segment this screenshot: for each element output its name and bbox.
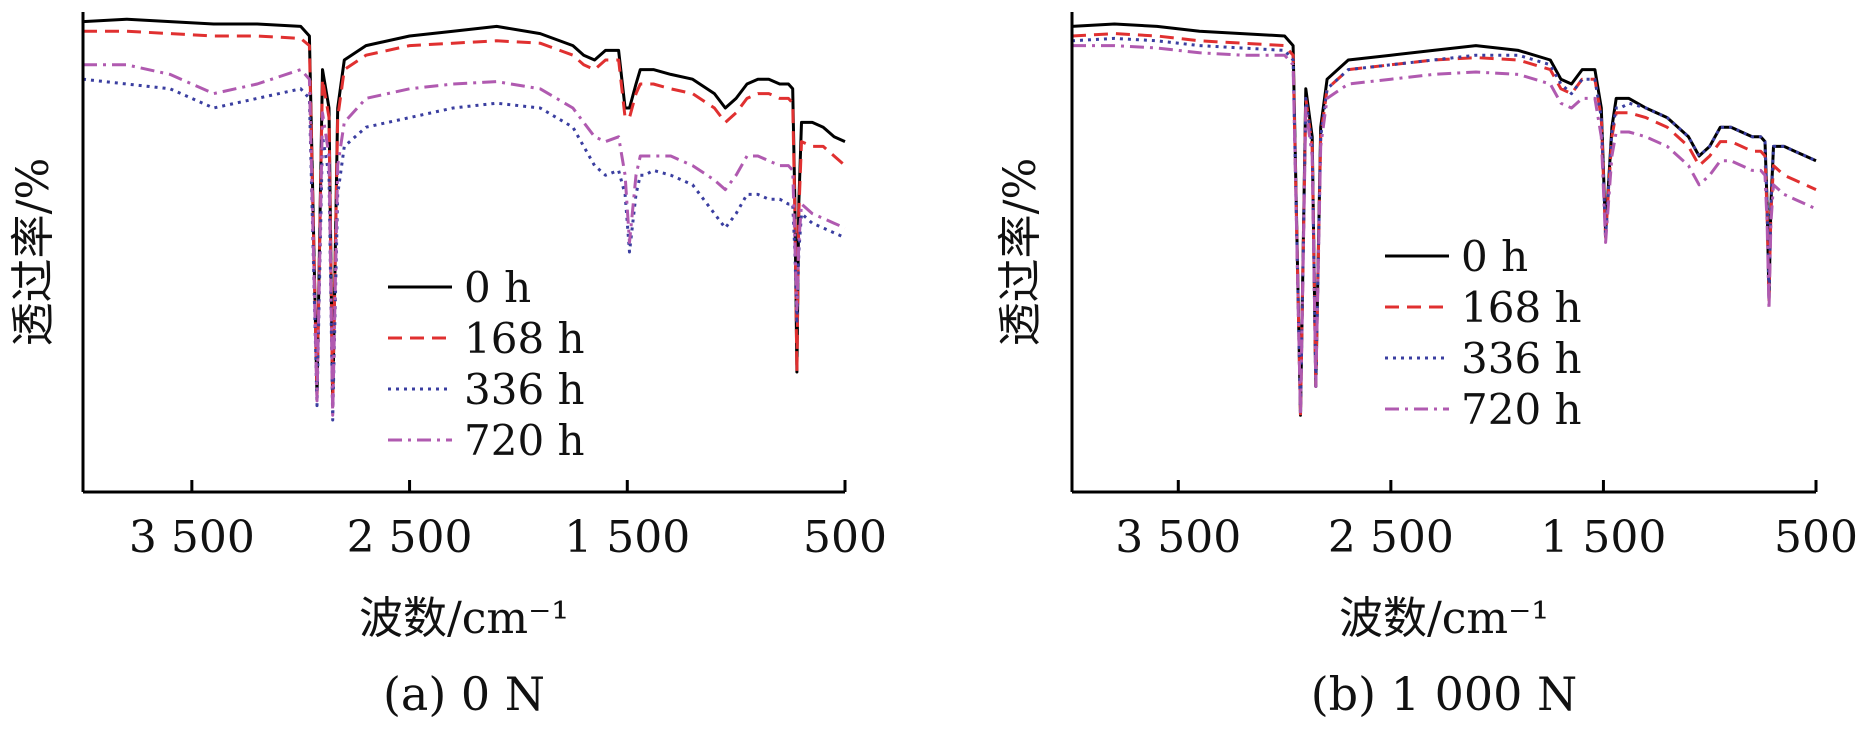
x-axis-label: 波数/cm⁻¹	[359, 593, 569, 644]
x-tick-label: 1 500	[1540, 512, 1666, 563]
x-tick-label: 500	[1774, 512, 1856, 563]
legend-label: 336 h	[1461, 334, 1582, 383]
legend-label: 720 h	[464, 416, 585, 465]
x-tick-label: 3 500	[129, 512, 255, 563]
series-line-336-h	[1071, 36, 1817, 417]
y-axis-label: 透过率/%	[8, 158, 59, 347]
legend-label: 0 h	[1461, 232, 1528, 281]
series-line-336-h	[82, 77, 846, 422]
legend-label: 336 h	[464, 365, 585, 414]
legend-label: 168 h	[1461, 283, 1582, 332]
panel-a: 3 500 2 500 1 500 500 透过率/% 波数/cm⁻¹ (a) 0 N 0 h…	[8, 12, 887, 721]
legend-label: 168 h	[464, 314, 585, 363]
panel-caption: (b) 1 000 N	[1311, 667, 1578, 721]
legend-label: 0 h	[464, 263, 531, 312]
x-tick-label: 3 500	[1115, 512, 1241, 563]
x-tick-label: 1 500	[564, 512, 690, 563]
series-line-720-h	[1072, 44, 1817, 417]
panel-b: 3 500 2 500 1 500 500 透过率/% 波数/cm⁻¹ (b) 1 000 …	[995, 12, 1856, 721]
series-line-168-h	[83, 29, 846, 408]
series-line-0-h	[82, 17, 846, 408]
x-tick-label: 2 500	[347, 512, 473, 563]
x-axis-label: 波数/cm⁻¹	[1339, 593, 1549, 644]
x-tick-label: 2 500	[1328, 512, 1454, 563]
legend-label: 720 h	[1461, 385, 1582, 434]
y-axis-label: 透过率/%	[995, 158, 1046, 347]
panel-caption: (a) 0 N	[383, 667, 545, 721]
x-tick-label: 500	[803, 512, 887, 563]
